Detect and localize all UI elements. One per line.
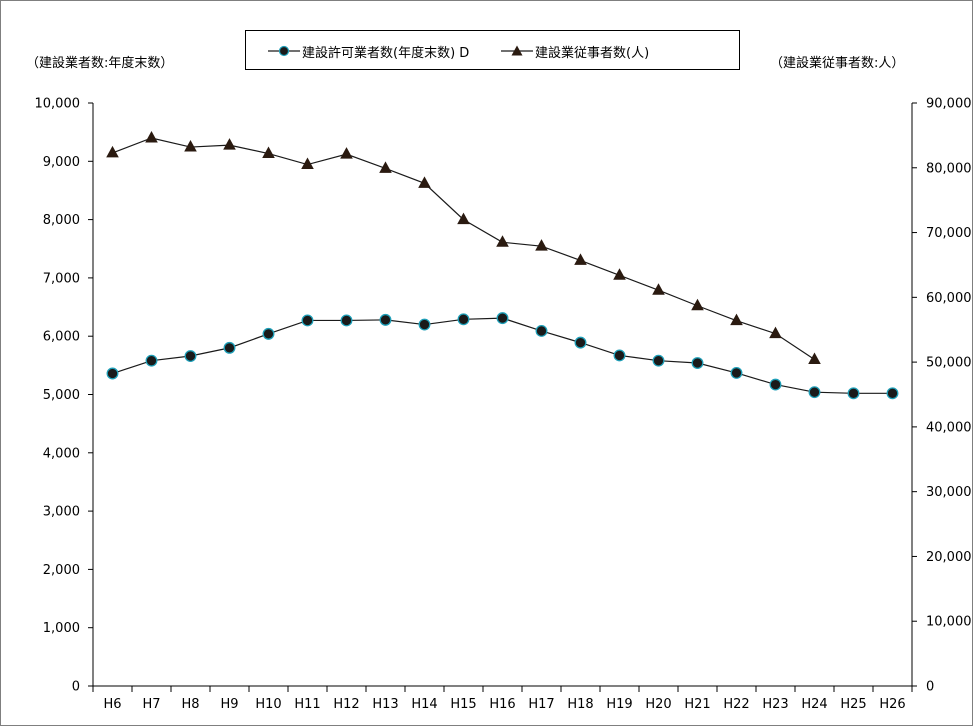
series-2-point: [262, 146, 275, 159]
x-tick-label: H13: [372, 697, 398, 712]
x-tick-label: H25: [840, 697, 866, 712]
right-axis-title: （建設業従事者数:人）: [770, 56, 905, 71]
series-1-point: [301, 314, 314, 327]
x-tick-label: H24: [801, 697, 827, 712]
x-tick-label: H26: [879, 697, 905, 712]
x-tick-label: H11: [294, 697, 320, 712]
x-tick-label: H8: [181, 697, 199, 712]
right-y-tick-label: 40,000: [926, 420, 972, 435]
right-y-tick-label: 20,000: [926, 550, 972, 565]
series-1-point: [652, 354, 665, 367]
series-1-point: [691, 357, 704, 369]
left-y-tick-label: 1,000: [43, 621, 80, 636]
right-y-tick-label: 80,000: [926, 161, 972, 176]
chart-legend: 建設許可業者数(年度末数) D 建設業従事者数(人): [245, 30, 740, 70]
x-tick-label: H10: [255, 697, 281, 712]
x-tick-label: H9: [220, 697, 238, 712]
series-1-point: [418, 318, 431, 331]
legend-item-series-2: 建設業従事者数(人): [501, 42, 650, 61]
series-2-point: [769, 326, 782, 339]
series-1-point: [457, 313, 470, 326]
left-y-tick-label: 5,000: [43, 388, 80, 403]
series-1-point: [769, 378, 782, 391]
series-1-point: [613, 349, 626, 362]
x-tick-label: H12: [333, 697, 359, 712]
legend-label-series-2: 建設業従事者数(人): [535, 45, 650, 61]
x-tick-label: H19: [606, 697, 632, 712]
left-y-tick-label: 4,000: [43, 446, 80, 461]
series-2-point: [418, 176, 431, 188]
left-y-tick-label: 10,000: [35, 97, 81, 112]
right-y-tick-label: 10,000: [926, 615, 972, 630]
series-1-point: [262, 327, 275, 340]
x-tick-label: H22: [723, 697, 749, 712]
legend-label-series-1: 建設許可業者数(年度末数) D: [302, 45, 470, 61]
series-2-point: [184, 140, 197, 152]
series-2-point: [301, 157, 314, 170]
series-1-point: [106, 367, 119, 380]
series-2-point: [613, 268, 626, 280]
x-tick-label: H17: [528, 697, 554, 712]
series-2-point: [652, 283, 665, 295]
left-y-tick-label: 2,000: [43, 563, 80, 578]
series-2-line: [112, 137, 815, 361]
series-1-point: [223, 341, 236, 354]
left-y-tick-label: 0: [72, 680, 80, 695]
left-y-tick-label: 7,000: [43, 271, 80, 286]
x-tick-label: H7: [142, 697, 160, 712]
x-tick-label: H23: [762, 697, 788, 712]
legend-triangle-marker-icon: [501, 45, 533, 56]
series-1-point: [184, 350, 197, 362]
series-2-point: [106, 145, 119, 158]
series-1-point: [886, 387, 899, 400]
left-axis-title: （建設業者数:年度末数）: [26, 56, 174, 71]
x-tick-label: H16: [489, 697, 515, 712]
x-tick-label: H6: [103, 697, 121, 712]
series-2-point: [808, 352, 821, 365]
series-2-point: [145, 130, 158, 143]
series-2-point: [574, 253, 587, 265]
series-1-point: [535, 325, 548, 337]
left-y-tick-label: 6,000: [43, 330, 80, 345]
x-tick-label: H21: [684, 697, 710, 712]
right-y-tick-label: 30,000: [926, 485, 972, 500]
legend-circle-marker-icon: [268, 45, 300, 57]
legend-item-series-1: 建設許可業者数(年度末数) D: [268, 42, 470, 61]
right-y-tick-label: 60,000: [926, 291, 972, 306]
left-y-tick-label: 9,000: [43, 155, 80, 170]
x-tick-label: H20: [645, 697, 671, 712]
x-tick-label: H14: [411, 697, 437, 712]
series-2-point: [730, 313, 743, 326]
x-tick-label: H15: [450, 697, 476, 712]
series-2-point: [457, 212, 470, 225]
series-2-point: [691, 298, 704, 311]
series-1-point: [496, 312, 509, 325]
series-2-point: [379, 161, 392, 173]
series-1-point: [574, 336, 587, 349]
series-1-point: [808, 386, 821, 399]
left-y-tick-label: 3,000: [43, 505, 80, 520]
series-1-point: [145, 354, 158, 367]
left-y-tick-label: 8,000: [43, 213, 80, 228]
right-y-tick-label: 90,000: [926, 97, 972, 112]
right-y-tick-label: 0: [926, 680, 934, 695]
series-1-point: [340, 314, 353, 327]
x-tick-label: H18: [567, 697, 593, 712]
series-1-point: [379, 313, 392, 326]
series-2-point: [496, 235, 509, 247]
series-2-point: [535, 239, 548, 251]
series-1-point: [730, 366, 743, 379]
series-2-point: [340, 147, 353, 159]
right-y-tick-label: 70,000: [926, 226, 972, 241]
right-y-tick-label: 50,000: [926, 356, 972, 371]
series-1-point: [847, 387, 860, 400]
series-2-point: [223, 138, 236, 150]
